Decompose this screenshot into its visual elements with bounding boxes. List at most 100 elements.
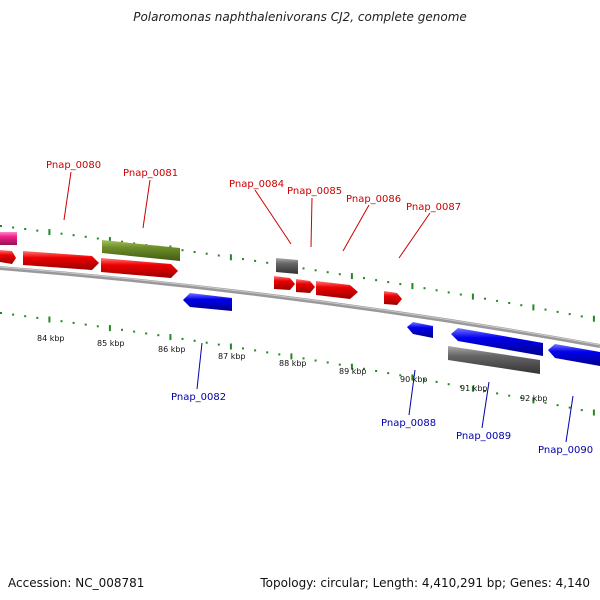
minor-tick bbox=[205, 341, 208, 344]
scale-label: 86 kbp bbox=[158, 345, 186, 354]
scale-label: 92 kbp bbox=[520, 394, 548, 403]
minor-tick bbox=[157, 334, 160, 337]
minor-tick bbox=[423, 287, 426, 290]
major-tick bbox=[48, 316, 51, 323]
major-tick bbox=[108, 325, 111, 332]
forward-gene[interactable] bbox=[384, 291, 402, 305]
forward-gene[interactable] bbox=[0, 250, 16, 264]
minor-tick bbox=[399, 374, 402, 377]
major-tick bbox=[532, 304, 535, 311]
gene-label-pnap-0088[interactable]: Pnap_0088 bbox=[381, 418, 436, 429]
gene-feature[interactable] bbox=[102, 240, 180, 261]
major-tick bbox=[290, 353, 293, 360]
minor-tick bbox=[181, 337, 184, 340]
major-tick bbox=[471, 385, 474, 392]
major-tick bbox=[108, 237, 111, 244]
minor-tick bbox=[145, 332, 148, 335]
gene-label-pnap-0084[interactable]: Pnap_0084 bbox=[229, 179, 284, 190]
minor-tick bbox=[60, 232, 63, 235]
minor-tick bbox=[375, 279, 378, 282]
minor-tick bbox=[568, 406, 571, 409]
minor-tick bbox=[84, 235, 87, 238]
major-tick bbox=[592, 409, 595, 416]
forward-gene[interactable] bbox=[23, 251, 99, 270]
scale-labels: 84 kbp 85 kbp 86 kbp 87 kbp 88 kbp 89 kb… bbox=[37, 334, 548, 403]
gene-label-pnap-0089[interactable]: Pnap_0089 bbox=[456, 431, 511, 442]
upper-tick-track bbox=[0, 225, 595, 322]
minor-tick bbox=[193, 251, 196, 253]
gene-label-pnap-0090[interactable]: Pnap_0090 bbox=[538, 445, 593, 456]
minor-tick bbox=[36, 229, 39, 232]
minor-tick bbox=[205, 252, 208, 255]
forward-gene[interactable] bbox=[274, 276, 295, 290]
gene-label-pnap-0082[interactable]: Pnap_0082 bbox=[171, 392, 226, 403]
minor-tick bbox=[363, 367, 365, 370]
reverse-gene[interactable] bbox=[407, 322, 433, 338]
minor-tick bbox=[568, 313, 571, 316]
forward-label-connectors bbox=[63, 171, 431, 259]
forward-gene[interactable] bbox=[296, 279, 315, 293]
minor-tick bbox=[435, 380, 438, 383]
minor-tick bbox=[423, 378, 426, 381]
minor-tick bbox=[556, 404, 559, 407]
minor-tick bbox=[326, 271, 329, 274]
scale-label: 91 kbp bbox=[460, 384, 488, 393]
minor-tick bbox=[96, 325, 99, 328]
gene-feature[interactable] bbox=[0, 232, 17, 245]
minor-tick bbox=[72, 321, 75, 324]
minor-tick bbox=[387, 372, 390, 375]
gene-label-pnap-0087[interactable]: Pnap_0087 bbox=[406, 202, 461, 213]
minor-tick bbox=[121, 240, 123, 243]
scale-label: 88 kbp bbox=[279, 359, 307, 368]
gene-label-pnap-0086[interactable]: Pnap_0086 bbox=[346, 194, 401, 205]
minor-tick bbox=[302, 357, 305, 360]
reverse-gene[interactable] bbox=[183, 293, 232, 311]
major-tick bbox=[350, 273, 353, 280]
gene-label-pnap-0085[interactable]: Pnap_0085 bbox=[287, 186, 342, 197]
minor-tick bbox=[338, 363, 341, 366]
minor-tick bbox=[24, 228, 27, 230]
minor-tick bbox=[24, 315, 27, 318]
minor-tick bbox=[96, 237, 99, 240]
gene-label-pnap-0081[interactable]: Pnap_0081 bbox=[123, 168, 178, 179]
minor-tick bbox=[544, 401, 547, 404]
rna-gene[interactable] bbox=[448, 346, 540, 374]
reverse-labels: Pnap_0082 Pnap_0088 Pnap_0089 Pnap_0090 bbox=[171, 392, 593, 456]
minor-tick bbox=[36, 316, 39, 319]
minor-tick bbox=[242, 347, 244, 350]
major-tick bbox=[48, 229, 51, 236]
minor-tick bbox=[181, 249, 184, 252]
minor-tick bbox=[133, 330, 136, 333]
lower-tick-track bbox=[0, 312, 595, 416]
minor-tick bbox=[242, 258, 244, 261]
scale-label: 87 kbp bbox=[218, 352, 246, 361]
minor-tick bbox=[508, 302, 511, 304]
minor-tick bbox=[302, 267, 305, 270]
major-tick bbox=[229, 254, 232, 261]
rna-gene[interactable] bbox=[276, 258, 298, 274]
reverse-gene[interactable] bbox=[548, 344, 600, 366]
minor-tick bbox=[314, 269, 317, 272]
minor-tick bbox=[580, 409, 583, 412]
scale-label: 85 kbp bbox=[97, 339, 125, 348]
minor-tick bbox=[266, 351, 269, 354]
genome-summary-text: Topology: circular; Length: 4,410,291 bp… bbox=[260, 576, 590, 590]
minor-tick bbox=[60, 320, 63, 323]
minor-tick bbox=[193, 339, 196, 342]
minor-tick bbox=[326, 361, 329, 364]
minor-tick bbox=[447, 291, 450, 294]
minor-tick bbox=[266, 261, 269, 264]
forward-gene[interactable] bbox=[101, 258, 178, 278]
minor-tick bbox=[484, 297, 486, 300]
major-tick bbox=[592, 315, 595, 322]
minor-tick bbox=[459, 293, 462, 296]
forward-gene[interactable] bbox=[316, 281, 358, 299]
minor-tick bbox=[338, 273, 341, 276]
minor-tick bbox=[375, 370, 378, 372]
reverse-label-connectors bbox=[196, 342, 574, 443]
minor-tick bbox=[580, 315, 583, 318]
reverse-gene[interactable] bbox=[451, 328, 543, 356]
forward-labels: Pnap_0080 Pnap_0081 Pnap_0084 Pnap_0085 … bbox=[46, 160, 461, 213]
minor-tick bbox=[217, 254, 220, 257]
gene-label-pnap-0080[interactable]: Pnap_0080 bbox=[46, 160, 101, 171]
